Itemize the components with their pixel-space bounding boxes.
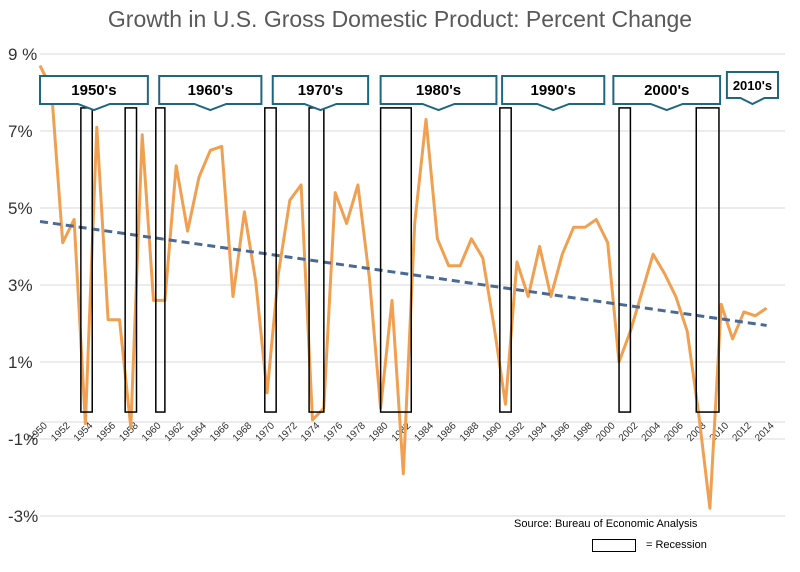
x-tick-label: 1990	[481, 420, 505, 444]
recession-box	[618, 107, 632, 413]
recession-box	[499, 107, 512, 413]
recession-box	[155, 107, 166, 413]
x-tick-label: 2010	[708, 420, 732, 444]
x-tick-label: 1992	[503, 420, 527, 444]
y-tick-label: 7%	[8, 122, 33, 141]
y-tick-label: -3%	[8, 507, 38, 526]
x-tick-label: 1996	[549, 420, 573, 444]
x-tick-label: 2014	[753, 420, 777, 444]
decade-callout	[612, 75, 722, 112]
y-tick-label: 9 %	[8, 45, 37, 64]
x-tick-label: 1968	[231, 420, 255, 444]
x-tick-label: 1998	[571, 420, 595, 444]
x-tick-label: 1966	[208, 420, 232, 444]
decade-label: 2010's	[733, 78, 772, 93]
x-tick-label: 1986	[435, 420, 459, 444]
x-tick-label: 1980	[367, 420, 391, 444]
x-tick-label: 2000	[594, 420, 618, 444]
y-tick-label: 3%	[8, 276, 33, 295]
x-tick-label: 2012	[730, 420, 754, 444]
recession-box	[379, 107, 413, 413]
x-tick-label: 2008	[685, 420, 709, 444]
decade-callout	[39, 75, 149, 112]
x-tick-label: 2002	[617, 420, 641, 444]
recession-box	[124, 107, 138, 413]
decade-label: 1950's	[71, 82, 116, 99]
x-tick-label: 1970	[254, 420, 278, 444]
recession-legend-swatch	[592, 539, 636, 552]
decade-callouts: 1950's 1960's 1970's 1980's 1990's 2000's 2010…	[39, 71, 779, 112]
x-axis-ticks: 1950 1952 1954 1956 1958 1960 1962 1964 1966 1968…	[26, 420, 776, 444]
chart-title: Growth in U.S. Gross Domestic Product: P…	[107, 6, 693, 32]
decade-label: 1980's	[416, 82, 461, 99]
decade-label: 1960's	[188, 82, 233, 99]
y-axis-ticks: 9 % 7% 5% 3% 1% -1% -3%	[8, 45, 38, 526]
x-tick-label: 1984	[413, 420, 437, 444]
y-tick-label: -1%	[8, 430, 38, 449]
recession-boxes	[80, 107, 720, 413]
x-tick-label: 1978	[344, 420, 368, 444]
x-tick-label: 1972	[276, 420, 300, 444]
x-tick-label: 2004	[640, 420, 664, 444]
trend-line-dashed	[39, 219, 767, 327]
decade-label: 2000's	[644, 82, 689, 99]
x-tick-label: 1950	[26, 420, 50, 444]
x-tick-label: 1964	[185, 420, 209, 444]
x-tick-label: 1974	[299, 420, 323, 444]
decade-callout	[158, 75, 263, 112]
x-tick-label: 1954	[72, 420, 96, 444]
x-tick-label: 1994	[526, 420, 550, 444]
decade-callout	[271, 75, 370, 112]
x-tick-label: 2006	[662, 420, 686, 444]
recession-legend-label: = Recession	[646, 539, 707, 551]
decade-callout	[501, 75, 606, 112]
x-tick-label: 1956	[95, 420, 119, 444]
x-tick-label: 1988	[458, 420, 482, 444]
x-tick-label: 1952	[49, 420, 73, 444]
x-tick-label: 1962	[163, 420, 187, 444]
decade-callout	[725, 71, 779, 106]
trend-line	[39, 219, 767, 327]
recession-box	[264, 107, 277, 413]
source-note: Source: Bureau of Economic Analysis	[514, 518, 698, 530]
x-tick-label: 1976	[322, 420, 346, 444]
decade-label: 1970's	[298, 82, 343, 99]
decade-callout	[379, 75, 498, 112]
recession-box	[695, 107, 720, 413]
x-tick-label: 1960	[140, 420, 164, 444]
decade-label: 1990's	[531, 82, 576, 99]
y-tick-label: 5%	[8, 199, 33, 218]
y-tick-label: 1%	[8, 353, 33, 372]
